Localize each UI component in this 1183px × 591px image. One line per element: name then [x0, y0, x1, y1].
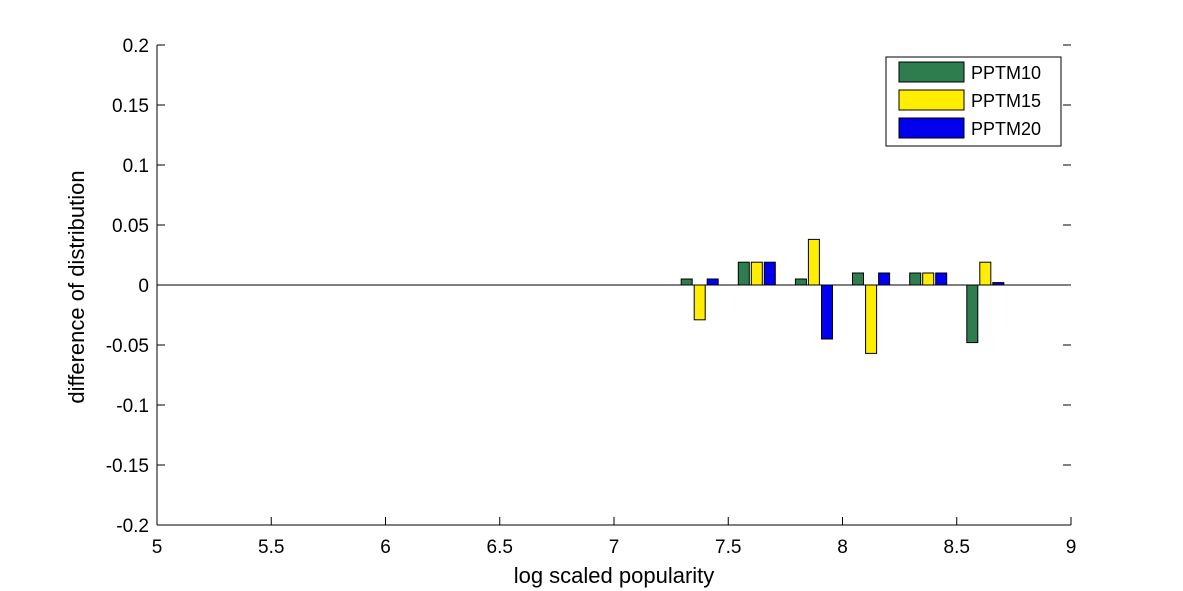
legend-swatch-pptm15: [898, 89, 965, 111]
legend-label-pptm15: PPTM15: [971, 91, 1041, 111]
bar-pptm15: [865, 284, 878, 354]
y-tick-label: 0.1: [123, 156, 149, 177]
x-axis-label: log scaled popularity: [514, 563, 715, 588]
x-tick-label: 6.5: [487, 537, 513, 558]
legend-label-pptm10: PPTM10: [971, 63, 1041, 83]
y-tick-label: -0.15: [106, 456, 149, 477]
bar-pptm15: [750, 261, 763, 286]
x-tick-label: 7: [609, 537, 620, 558]
y-tick-label: 0.05: [112, 216, 149, 237]
x-ticks: 5 5.5 6 6.5 7 7.5 8 8.5 9: [152, 517, 1077, 558]
legend: PPTM10 PPTM15 PPTM20: [885, 56, 1062, 147]
legend-label-pptm20: PPTM20: [971, 119, 1041, 139]
y-tick-label: 0.2: [123, 36, 149, 57]
bar-pptm10: [966, 284, 979, 344]
x-tick-label: 8.5: [944, 537, 970, 558]
bar-pptm15: [922, 272, 935, 286]
bar-pptm10: [680, 278, 693, 286]
bar-pptm10: [737, 261, 750, 286]
legend-swatch-pptm10: [898, 61, 965, 83]
x-tick-label: 7.5: [715, 537, 741, 558]
bar-pptm20: [935, 272, 948, 286]
x-tick-label: 6: [380, 537, 391, 558]
bar-pptm15: [693, 284, 706, 321]
y-tick-label: 0.15: [112, 96, 149, 117]
legend-swatch-pptm20: [898, 117, 965, 139]
bar-pptm10: [909, 272, 922, 286]
y-tick-label: -0.05: [106, 336, 149, 357]
bar-pptm15: [807, 238, 820, 286]
bar-pptm20: [706, 278, 719, 286]
y-ticks: -0.2 -0.15 -0.1 -0.05 0 0.05 0.1 0.15 0.2: [106, 36, 1071, 537]
bar-pptm10: [852, 272, 864, 286]
y-tick-label: -0.2: [116, 516, 149, 537]
y-tick-label: 0: [138, 276, 149, 297]
bar-pptm10: [794, 278, 807, 286]
x-tick-label: 5.5: [258, 537, 284, 558]
bars: [680, 238, 1005, 354]
y-axis-label: difference of distribution: [64, 170, 89, 403]
x-tick-label: 8: [837, 537, 848, 558]
y-tick-label: -0.1: [116, 396, 149, 417]
bar-pptm20: [878, 272, 891, 286]
bar-pptm20: [821, 284, 833, 340]
x-tick-label: 5: [152, 537, 163, 558]
bar-pptm20: [763, 261, 776, 286]
plot-area: -0.2 -0.15 -0.1 -0.05 0 0.05 0.1 0.15 0.2 5 5.5 6 6…: [106, 36, 1077, 558]
x-tick-label: 9: [1066, 537, 1077, 558]
bar-pptm15: [979, 261, 992, 286]
